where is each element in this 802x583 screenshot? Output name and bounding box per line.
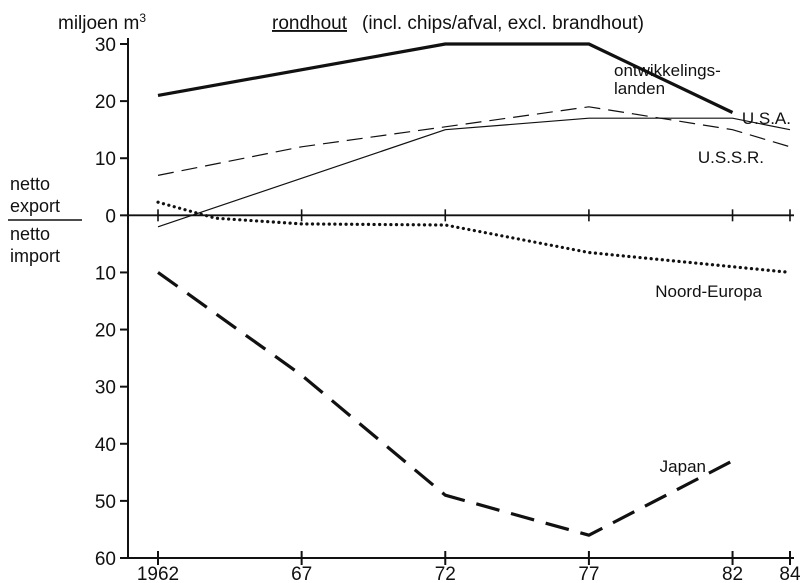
- series-label: ontwikkelings-: [614, 61, 721, 80]
- y-tick-label: 60: [95, 549, 116, 570]
- y-tick-label: 50: [95, 492, 116, 513]
- y-tick-label: 30: [95, 35, 116, 56]
- series-label: U.S.S.R.: [698, 148, 764, 167]
- series-line: [157, 117, 791, 228]
- y-tick-label: 20: [95, 92, 116, 113]
- series-line: [157, 106, 791, 176]
- axes: 30 20 10 0 10 20 30 40 50 60 1962 67 72 77 82 84: [95, 35, 801, 583]
- series-label: landen: [614, 79, 665, 98]
- x-tick-label: 1962: [137, 564, 179, 583]
- chart-title: rondhout: [272, 13, 348, 34]
- series-line: [156, 200, 792, 274]
- y-tick-label: 20: [95, 321, 116, 342]
- y-tick-label: 10: [95, 263, 116, 284]
- y-tick-label: 40: [95, 435, 116, 456]
- net-import-label-2: import: [10, 246, 60, 266]
- series-label: Japan: [660, 457, 706, 476]
- x-tick-label: 67: [291, 564, 312, 583]
- chart-subtitle: (incl. chips/afval, excl. brandhout): [362, 13, 644, 34]
- y-tick-label: 10: [95, 149, 116, 170]
- net-export-label-1: netto: [10, 174, 50, 194]
- y-tick-label: 0: [105, 206, 116, 227]
- net-export-label-2: export: [10, 196, 60, 216]
- plot-area: ontwikkelings-landen U.S.A. U.S.S.R. Noord-…: [156, 42, 792, 537]
- net-import-label-1: netto: [10, 224, 50, 244]
- series-label: Noord-Europa: [655, 282, 762, 301]
- x-tick-label: 82: [722, 564, 743, 583]
- x-tick-label: 84: [779, 564, 801, 583]
- series-label: U.S.A.: [742, 109, 791, 128]
- y-tick-label: 30: [95, 378, 116, 399]
- series-line: [157, 42, 734, 114]
- x-tick-label: 72: [435, 564, 456, 583]
- y-axis-unit-label: miljoen m3: [58, 11, 146, 34]
- x-tick-label: 77: [578, 564, 599, 583]
- series-line: [157, 271, 734, 537]
